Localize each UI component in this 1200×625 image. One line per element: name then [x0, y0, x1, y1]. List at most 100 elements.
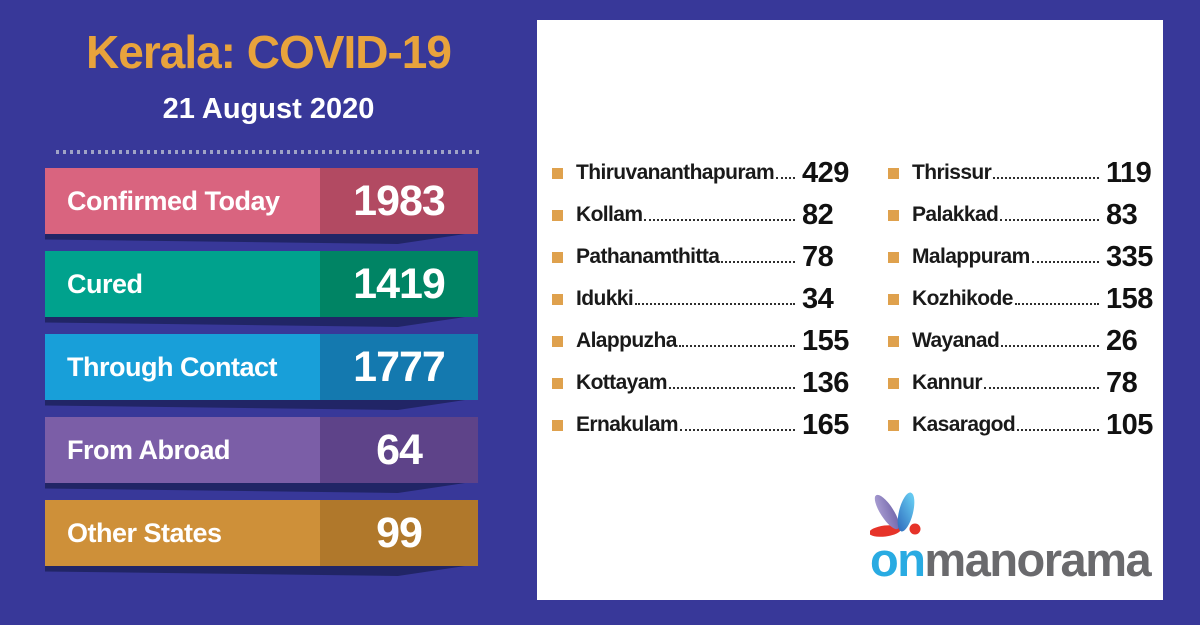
dot-leader: [721, 261, 795, 263]
district-row: Wayanad 26: [888, 320, 1158, 362]
bullet-icon: [552, 167, 563, 179]
district-row: Malappuram 335: [888, 236, 1158, 278]
district-row: Palakkad 83: [888, 194, 1158, 236]
stat-bars: Confirmed Today 1983 Cured 1419 Through …: [45, 168, 478, 576]
stat-label-section: Confirmed Today: [45, 168, 320, 234]
bullet-icon: [552, 293, 563, 305]
stat-value-section: 1983: [320, 168, 478, 234]
dot-leader: [1001, 345, 1099, 347]
dot-leader: [1000, 219, 1099, 221]
district-value: 119: [1106, 156, 1152, 189]
district-value: 335: [1106, 240, 1153, 273]
district-value: 105: [1106, 408, 1153, 441]
district-name: Thiruvananthapuram: [576, 161, 775, 184]
bullet-icon: [888, 251, 899, 263]
stat-value: 1983: [353, 176, 446, 225]
stat-bar-other-states: Other States 99: [45, 500, 478, 576]
district-name: Kannur: [912, 371, 983, 394]
district-name: Malappuram: [912, 245, 1030, 268]
district-row: Kannur 78: [888, 362, 1158, 404]
stat-bar-through-contact: Through Contact 1777: [45, 334, 478, 410]
stat-label-section: Through Contact: [45, 334, 320, 400]
district-row: Alappuzha 155: [552, 320, 854, 362]
district-value: 82: [802, 198, 834, 231]
district-name: Palakkad: [912, 203, 999, 226]
bullet-icon: [888, 293, 899, 305]
stat-bar-confirmed-today: Confirmed Today 1983: [45, 168, 478, 244]
bullet-icon: [888, 167, 899, 179]
bar-shadow: [45, 483, 465, 493]
district-name: Wayanad: [912, 329, 1000, 352]
district-row: Kasaragod 105: [888, 404, 1158, 446]
district-column-1: Thiruvananthapuram 429 Kollam 82 Pathana…: [552, 152, 854, 446]
district-value: 158: [1106, 282, 1153, 315]
district-name: Thrissur: [912, 161, 992, 184]
district-value: 34: [802, 282, 834, 315]
district-row: Idukki 34: [552, 278, 854, 320]
page-title: Kerala: COVID-19: [86, 26, 452, 78]
stat-label: Through Contact: [67, 351, 277, 382]
district-name: Pathanamthitta: [576, 245, 720, 268]
dot-leader: [679, 429, 795, 431]
dot-leader: [668, 387, 795, 389]
stat-bar-from-abroad: From Abroad 64: [45, 417, 478, 493]
district-value: 78: [1106, 366, 1138, 399]
summary-panel: Kerala: COVID-19 21 August 2020 Confirme…: [0, 0, 537, 625]
stat-value: 1777: [353, 342, 446, 391]
stat-label-section: Other States: [45, 500, 320, 566]
district-name: Kozhikode: [912, 287, 1013, 310]
bar-shadow: [45, 400, 465, 410]
district-row: Kozhikode 158: [888, 278, 1158, 320]
district-name: Ernakulam: [576, 413, 679, 436]
dotted-separator: [55, 150, 482, 154]
logo-on-text: on: [870, 533, 926, 586]
bullet-icon: [552, 251, 563, 263]
district-row: Pathanamthitta 78: [552, 236, 854, 278]
district-row: Thrissur 119: [888, 152, 1158, 194]
district-value: 83: [1106, 198, 1138, 231]
district-panel: Thiruvananthapuram 429 Kollam 82 Pathana…: [537, 20, 1163, 600]
dot-leader: [678, 345, 795, 347]
bullet-icon: [552, 335, 563, 347]
stat-value-section: 64: [320, 417, 478, 483]
stat-label: Confirmed Today: [67, 185, 280, 216]
district-row: Kottayam 136: [552, 362, 854, 404]
logo-wordmark: onmanorama: [870, 533, 1152, 586]
bar-shadow: [45, 317, 465, 327]
district-value: 136: [802, 366, 849, 399]
district-row: Kollam 82: [552, 194, 854, 236]
district-value: 26: [1106, 324, 1138, 357]
stat-label-section: Cured: [45, 251, 320, 317]
dot-leader: [776, 177, 795, 179]
dot-leader: [1014, 303, 1099, 305]
dot-leader: [644, 219, 795, 221]
district-name: Kollam: [576, 203, 643, 226]
stat-label-section: From Abroad: [45, 417, 320, 483]
date-label: 21 August 2020: [162, 93, 375, 125]
bullet-icon: [888, 335, 899, 347]
onmanorama-logo: onmanorama: [870, 488, 1160, 600]
bar-shadow: [45, 234, 465, 244]
stat-value: 99: [376, 508, 423, 557]
stat-bar-cured: Cured 1419: [45, 251, 478, 327]
district-row: Ernakulam 165: [552, 404, 854, 446]
district-name: Kasaragod: [912, 413, 1016, 436]
stat-value-section: 99: [320, 500, 478, 566]
dot-leader: [983, 387, 1099, 389]
district-name: Alappuzha: [576, 329, 677, 352]
bullet-icon: [552, 377, 563, 389]
bullet-icon: [888, 209, 899, 221]
dot-leader: [1031, 261, 1099, 263]
stat-label: From Abroad: [67, 434, 231, 465]
bullet-icon: [888, 419, 899, 431]
stat-label: Other States: [67, 517, 222, 548]
district-column-2: Thrissur 119 Palakkad 83 Malappuram 335 …: [888, 152, 1158, 446]
dot-leader: [993, 177, 1099, 179]
district-value: 429: [802, 156, 849, 189]
district-value: 165: [802, 408, 849, 441]
dragonfly-icon: [870, 492, 921, 537]
district-name: Kottayam: [576, 371, 667, 394]
stat-value-section: 1419: [320, 251, 478, 317]
stat-value: 64: [376, 425, 423, 474]
